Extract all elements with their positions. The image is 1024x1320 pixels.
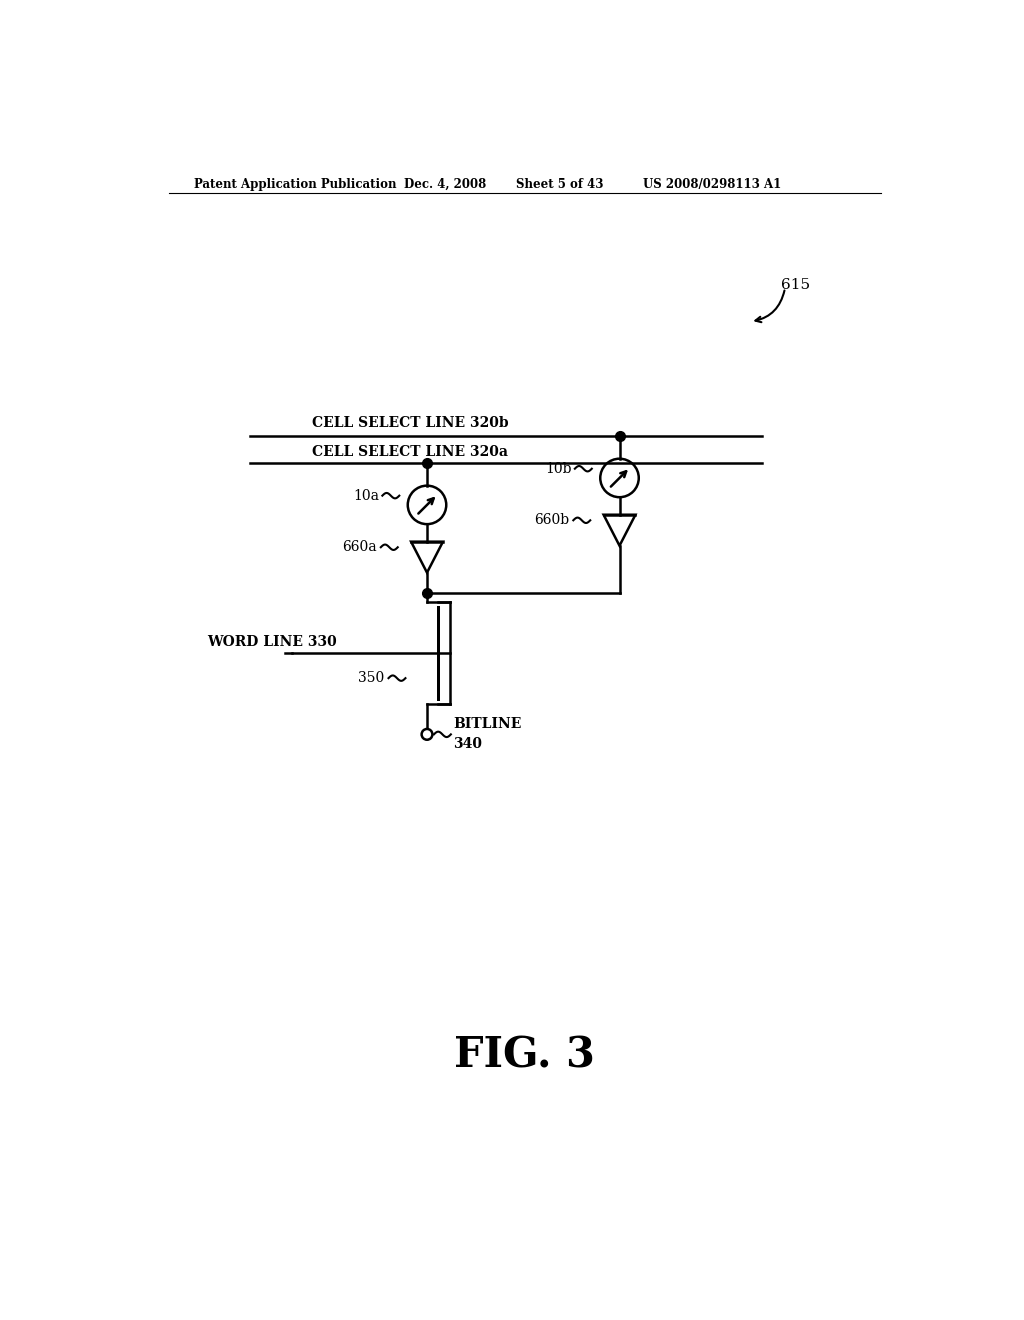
Text: US 2008/0298113 A1: US 2008/0298113 A1 xyxy=(643,178,781,190)
Text: 10a: 10a xyxy=(353,488,379,503)
Text: Patent Application Publication: Patent Application Publication xyxy=(194,178,396,190)
Text: BITLINE: BITLINE xyxy=(454,717,521,731)
Text: 340: 340 xyxy=(454,738,482,751)
Text: 615: 615 xyxy=(781,277,810,292)
Text: Dec. 4, 2008: Dec. 4, 2008 xyxy=(403,178,486,190)
Text: FIG. 3: FIG. 3 xyxy=(455,1035,595,1076)
Text: 660b: 660b xyxy=(535,513,569,527)
Text: 660a: 660a xyxy=(342,540,377,554)
Text: CELL SELECT LINE 320b: CELL SELECT LINE 320b xyxy=(311,416,508,430)
Text: CELL SELECT LINE 320a: CELL SELECT LINE 320a xyxy=(311,445,508,459)
Text: Sheet 5 of 43: Sheet 5 of 43 xyxy=(515,178,603,190)
Circle shape xyxy=(422,729,432,739)
Text: 350: 350 xyxy=(358,671,385,685)
Text: WORD LINE 330: WORD LINE 330 xyxy=(208,635,337,648)
Text: 10b: 10b xyxy=(545,462,571,475)
